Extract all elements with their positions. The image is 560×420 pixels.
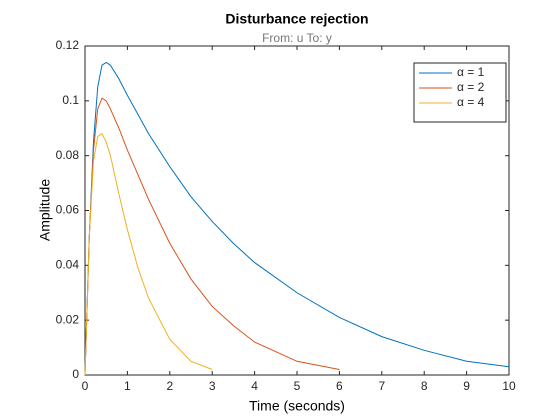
x-tick-label: 2 xyxy=(166,379,173,393)
x-tick-label: 0 xyxy=(82,379,89,393)
x-tick-label: 10 xyxy=(502,379,516,393)
chart-subtitle: From: u To: y xyxy=(262,31,332,45)
y-tick-label: 0 xyxy=(72,367,79,381)
y-tick-label: 0.06 xyxy=(56,203,80,217)
x-tick-label: 7 xyxy=(378,379,385,393)
y-tick-label: 0.1 xyxy=(62,93,79,107)
x-tick-label: 9 xyxy=(463,379,470,393)
legend-label: α = 4 xyxy=(457,95,485,109)
x-tick-label: 3 xyxy=(209,379,216,393)
x-axis-label: Time (seconds) xyxy=(249,398,345,414)
x-tick-label: 6 xyxy=(336,379,343,393)
series-line xyxy=(84,97,340,376)
y-axis-label: Amplitude xyxy=(37,179,53,241)
series-line xyxy=(84,61,510,376)
x-tick-label: 5 xyxy=(294,379,301,393)
x-tick-label: 4 xyxy=(251,379,258,393)
y-tick-label: 0.08 xyxy=(56,148,80,162)
legend-label: α = 1 xyxy=(457,65,485,79)
y-tick-label: 0.12 xyxy=(56,38,80,52)
chart-title: Disturbance rejection xyxy=(225,11,368,27)
x-tick-label: 8 xyxy=(421,379,428,393)
y-tick-label: 0.04 xyxy=(56,258,80,272)
x-tick-label: 1 xyxy=(124,379,131,393)
series-line xyxy=(84,133,213,376)
y-tick-label: 0.02 xyxy=(56,312,80,326)
legend-label: α = 2 xyxy=(457,80,485,94)
